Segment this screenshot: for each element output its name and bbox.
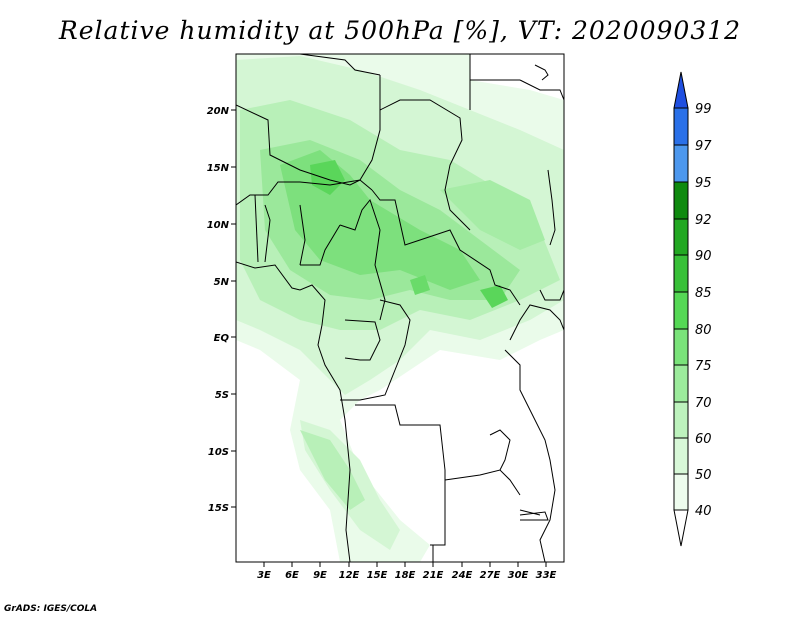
grads-credit: GrADS: IGES/COLA	[4, 604, 98, 614]
lon-label-24e: 24E	[452, 570, 473, 581]
lat-label-5n: 5N	[214, 277, 230, 288]
colorbar-label-99: 99	[695, 102, 712, 117]
colorbar-label-60: 60	[695, 432, 712, 447]
colorbar-seg-95-97	[673, 144, 689, 183]
country-borders	[236, 54, 564, 562]
colorbar-label-75: 75	[695, 359, 712, 374]
colorbar-label-40: 40	[695, 504, 712, 519]
colorbar-seg-70-75	[673, 364, 689, 403]
colorbar-seg-97-99	[673, 107, 689, 146]
colorbar-seg-80-85	[673, 291, 689, 330]
lon-label-33e: 33E	[536, 570, 557, 581]
humidity-fill	[236, 54, 564, 562]
colorbar-label-92: 92	[695, 213, 712, 228]
lon-label-21e: 21E	[423, 570, 444, 581]
colorbar-seg-90-92	[673, 218, 689, 256]
colorbar-seg-60-70	[673, 401, 689, 439]
lat-label-10s: 10S	[208, 447, 229, 458]
colorbar-label-97: 97	[695, 139, 712, 154]
colorbar-seg-40-50	[673, 473, 689, 511]
colorbar-top-arrow	[673, 71, 689, 109]
colorbar-seg-50-60	[673, 437, 689, 475]
colorbar-label-85: 85	[695, 286, 712, 301]
lon-label-15e: 15E	[367, 570, 388, 581]
lon-label-18e: 18E	[395, 570, 416, 581]
colorbar-label-50: 50	[695, 468, 712, 483]
lat-label-20n: 20N	[207, 106, 230, 117]
lat-label-15s: 15S	[208, 503, 229, 514]
lat-label-10n: 10N	[207, 220, 230, 231]
colorbar: 99 97 95 92 90 85 80 75 70 60 50 40	[673, 71, 712, 547]
colorbar-label-90: 90	[695, 249, 712, 264]
lon-label-6e: 6E	[285, 570, 299, 581]
lon-label-9e: 9E	[313, 570, 327, 581]
lon-label-30e: 30E	[508, 570, 529, 581]
lon-axis: 3E 6E 9E 12E 15E 18E 21E 24E 27E 30E 33E	[257, 562, 557, 581]
lat-label-eq: EQ	[214, 333, 230, 344]
lat-label-15n: 15N	[207, 163, 230, 174]
map-title: Relative humidity at 500hPa [%], VT: 202…	[58, 16, 742, 45]
colorbar-label-80: 80	[695, 323, 712, 338]
colorbar-seg-85-90	[673, 254, 689, 293]
colorbar-seg-75-80	[673, 328, 689, 366]
lon-label-27e: 27E	[480, 570, 501, 581]
lat-label-5s: 5S	[215, 390, 229, 401]
colorbar-label-70: 70	[695, 396, 712, 411]
lon-label-3e: 3E	[257, 570, 271, 581]
map-frame	[235, 53, 565, 563]
lon-label-12e: 12E	[339, 570, 360, 581]
colorbar-label-95: 95	[695, 176, 712, 191]
colorbar-seg-92-95	[673, 181, 689, 220]
lat-axis: 20N 15N 10N 5N EQ 5S 10S 15S	[207, 106, 236, 514]
colorbar-bottom-arrow	[673, 509, 689, 547]
